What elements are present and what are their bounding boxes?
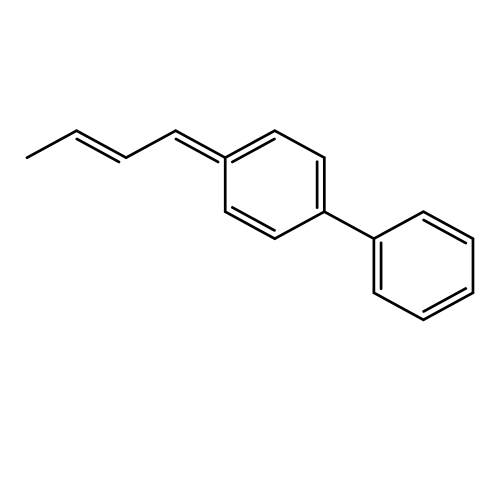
- bond: [27, 131, 77, 158]
- bond: [275, 212, 325, 239]
- bond: [126, 131, 176, 158]
- bond: [324, 212, 374, 239]
- bond: [374, 212, 424, 239]
- bond: [374, 293, 424, 320]
- molecule-diagram: [0, 0, 500, 500]
- bond: [275, 131, 325, 158]
